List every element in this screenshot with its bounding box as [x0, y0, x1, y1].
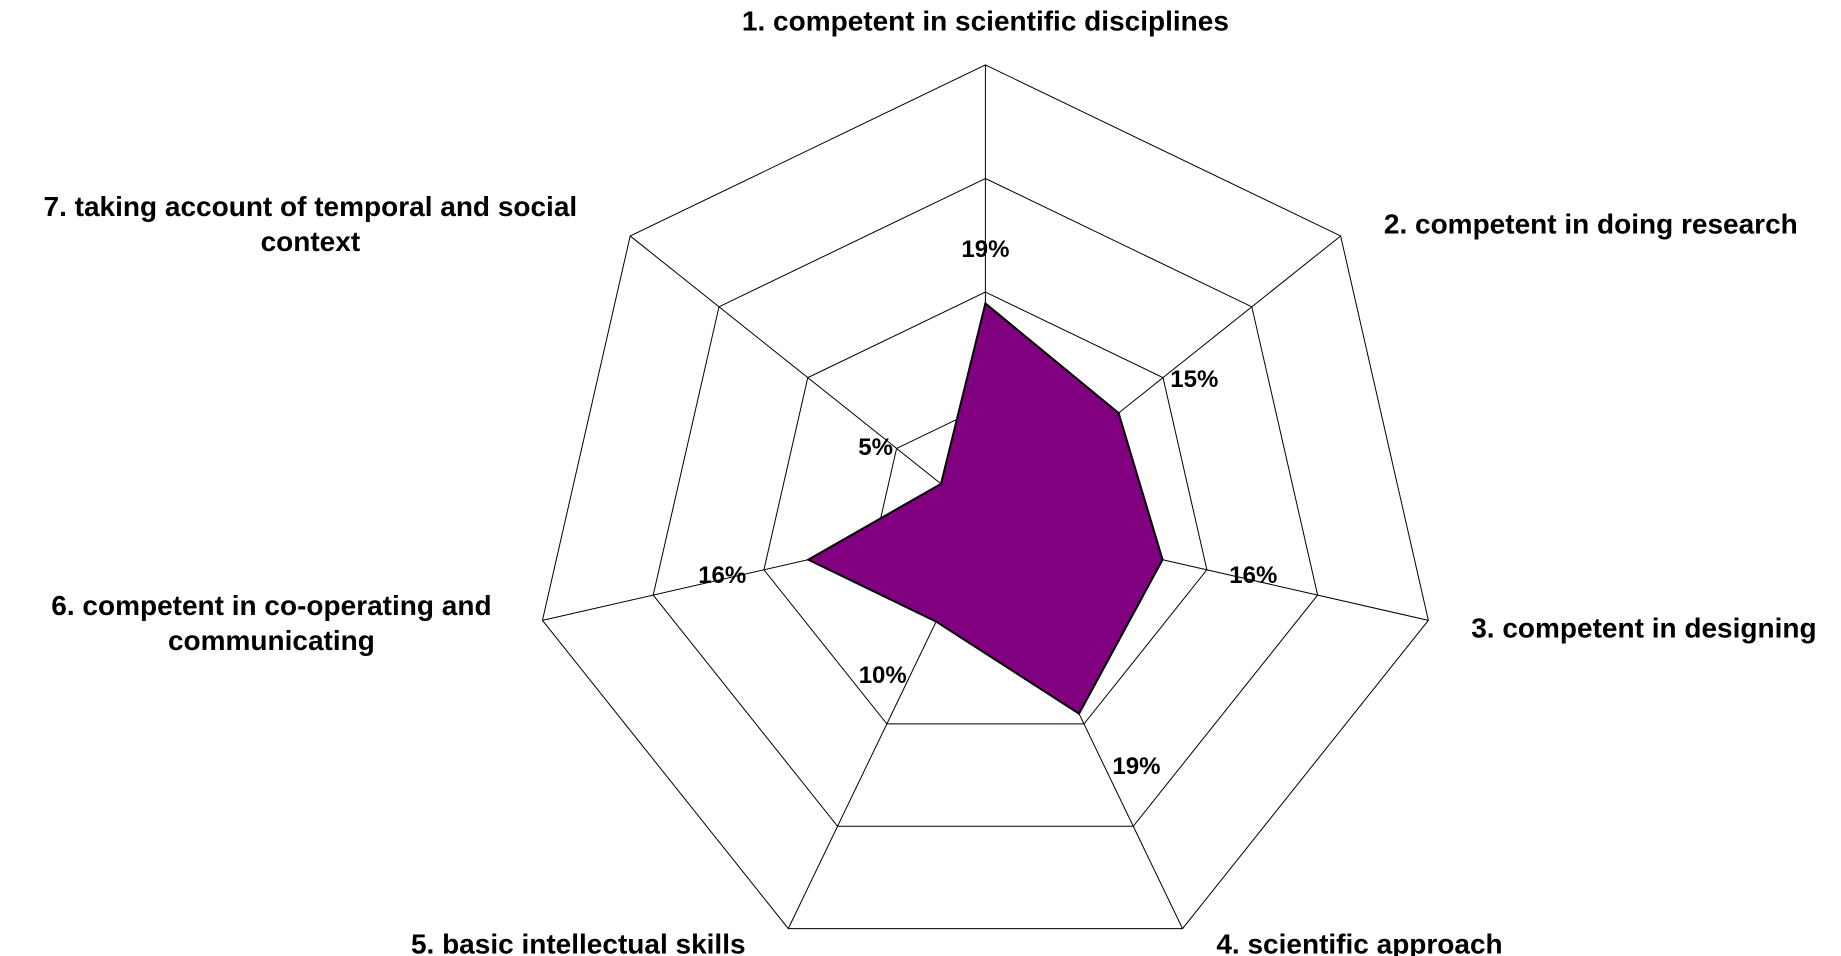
value-label: 16%	[698, 561, 747, 589]
value-label: 19%	[961, 236, 1010, 264]
grid-ring	[541, 64, 1429, 930]
category-label: 2. competent in doing research	[1383, 208, 1798, 240]
value-label: 15%	[1170, 366, 1219, 393]
data-area	[806, 301, 1164, 716]
category-label: 6. competent in co-operating and communi…	[51, 590, 492, 657]
category-label: 5. basic intellectual skills	[410, 928, 746, 956]
category-label: 4. scientific approach	[1216, 928, 1503, 956]
value-label: 5%	[858, 434, 893, 462]
value-label: 16%	[1229, 561, 1278, 589]
value-label: 10%	[858, 662, 907, 690]
category-label: 1. competent in scientific disciplines	[741, 5, 1229, 37]
grid-ring	[652, 177, 1319, 827]
category-label: 3. competent in designing	[1471, 612, 1817, 644]
spoke	[629, 235, 986, 520]
category-label: 7. taking account of temporal and social…	[43, 191, 578, 258]
grid-ring	[763, 291, 1208, 725]
value-label: 19%	[1112, 753, 1161, 781]
